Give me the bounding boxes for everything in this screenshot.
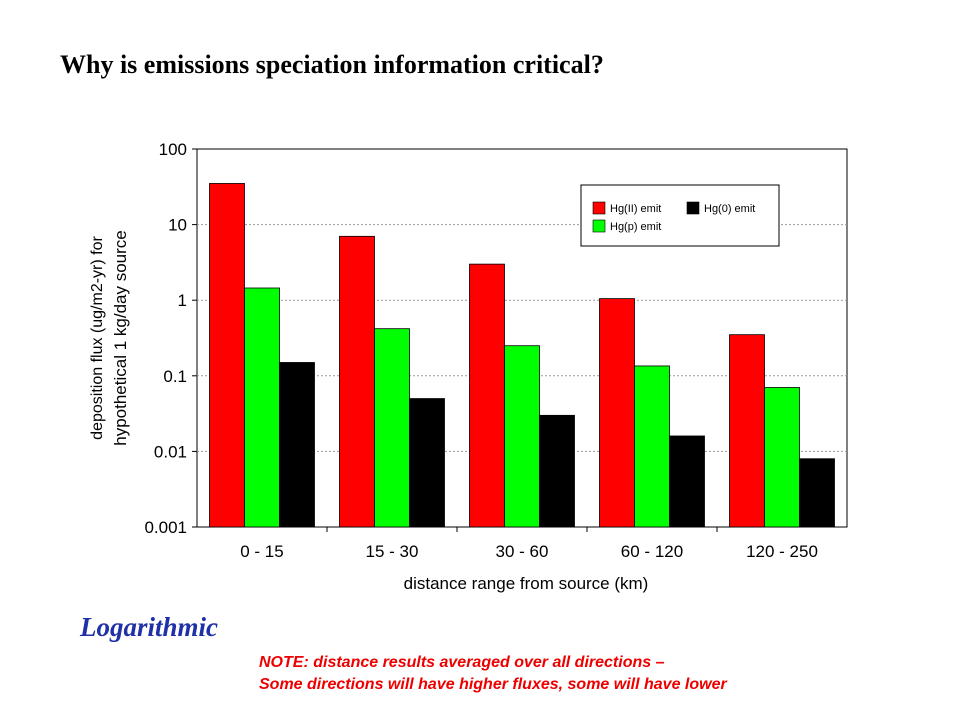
note-line-1: NOTE: distance results averaged over all… (259, 654, 665, 671)
bar (374, 328, 410, 528)
y-tick-label: 0.01 (154, 442, 187, 461)
bar-chart: 0.001 0.01 0.1 1 10 100 0 - 15 15 - 30 30 - 60 6… (89, 140, 848, 593)
legend-box (580, 184, 780, 247)
x-axis-label: distance range from source (km) (404, 574, 649, 593)
bar (339, 235, 375, 528)
legend-label-hg-0: Hg(0) emit (704, 203, 755, 215)
x-tick-label: 60 - 120 (621, 542, 683, 561)
bar (539, 414, 575, 528)
y-axis-label-line1: deposition flux (ug/m2-yr) for (89, 236, 106, 440)
x-tick-label: 120 - 250 (746, 542, 818, 561)
legend-swatch-hg-p (592, 219, 606, 233)
bar (669, 435, 705, 528)
bar (764, 387, 800, 528)
bar (469, 263, 505, 528)
y-tick-label: 100 (159, 140, 187, 159)
bar (729, 334, 765, 528)
y-tick-label: 1 (178, 291, 187, 310)
y-tick-label: 0.001 (144, 518, 187, 537)
legend-label-hg-p: Hg(p) emit (610, 221, 661, 233)
bar (244, 287, 280, 528)
bar (279, 362, 315, 528)
legend-swatch-hg-0 (686, 201, 700, 215)
slide-title: Why is emissions speciation information … (60, 50, 604, 79)
legend: Hg(II) emit Hg(0) emit Hg(p) emit (580, 184, 780, 247)
y-axis-label-line2: hypothetical 1 kg/day source (111, 230, 130, 445)
x-tick-label: 0 - 15 (240, 542, 283, 561)
scale-label: Logarithmic (80, 612, 219, 642)
x-tick-label: 15 - 30 (366, 542, 419, 561)
bar (209, 183, 245, 528)
bar (599, 298, 635, 528)
bar (504, 345, 540, 528)
x-tick-label: 30 - 60 (496, 542, 549, 561)
x-tick-labels: 0 - 15 15 - 30 30 - 60 60 - 120 120 - 250 (240, 542, 818, 561)
note: NOTE: distance results averaged over all… (259, 652, 727, 696)
y-tick-label: 0.1 (163, 367, 187, 386)
bar (799, 458, 835, 528)
y-tick-labels: 0.001 0.01 0.1 1 10 100 (144, 140, 187, 537)
legend-swatch-hg-ii (592, 201, 606, 215)
y-tick-label: 10 (168, 216, 187, 235)
note-line-2: Some directions will have higher fluxes,… (259, 676, 727, 693)
bar (634, 365, 670, 528)
legend-label-hg-ii: Hg(II) emit (610, 203, 661, 215)
bar (409, 398, 445, 528)
bars (209, 183, 835, 528)
